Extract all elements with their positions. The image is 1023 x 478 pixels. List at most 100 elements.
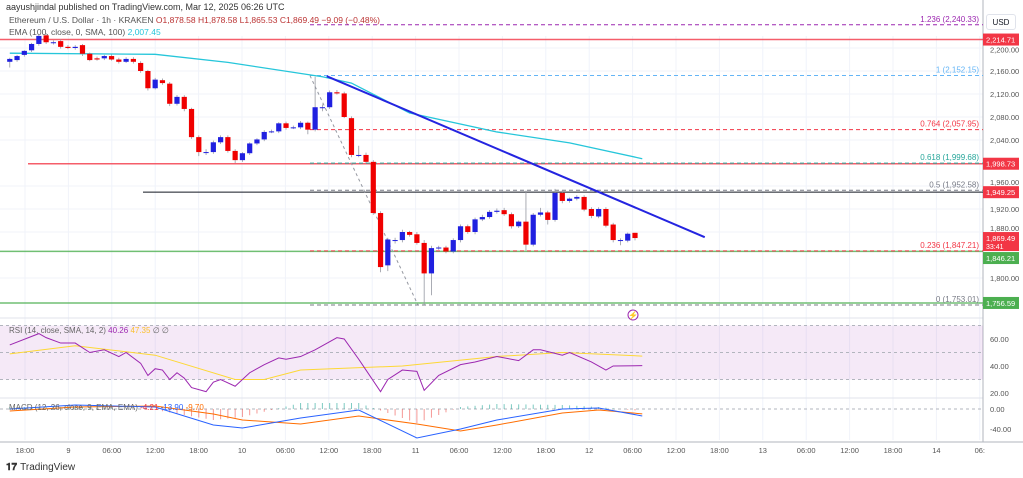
candle [632, 232, 638, 239]
fib-trend-line [309, 75, 419, 306]
macd-tick: 0.00 [990, 405, 1005, 414]
candle [487, 211, 493, 218]
macd-histogram-bar [474, 405, 476, 409]
candle [625, 233, 631, 241]
macd-histogram-bar [627, 409, 629, 410]
rsi-legend[interactable]: RSI (14, close, SMA, 14, 2) 40.26 47.35 … [9, 326, 169, 335]
low-value: L1,865.53 [239, 15, 278, 25]
candle [261, 131, 267, 140]
macd-histogram-bar [634, 409, 636, 411]
macd-histogram-bar [409, 409, 411, 421]
macd-histogram-bar [452, 409, 454, 410]
macd-legend[interactable]: MACD (12, 26, close, 9, EMA, EMA) -4.21 … [9, 403, 204, 412]
price-badge [983, 33, 1019, 46]
ema-label: EMA (100, close, 0, SMA, 100) [9, 27, 126, 37]
countdown-label: 33:41 [986, 244, 1004, 251]
price-tick: 1,960.00 [990, 178, 1019, 187]
fib-level-label: 0 (1,753.01) [936, 295, 979, 304]
macd-histogram-bar [16, 407, 18, 409]
candle [58, 41, 64, 47]
symbol-legend[interactable]: Ethereum / U.S. Dollar · 1h · KRAKEN O1,… [9, 15, 380, 25]
time-tick: 12 [585, 446, 593, 455]
candle [356, 154, 362, 156]
candle [450, 240, 456, 252]
candle [130, 58, 136, 62]
price-tick: 2,120.00 [990, 90, 1019, 99]
macd-histogram-bar [183, 409, 185, 415]
macd-histogram-bar [343, 403, 345, 409]
macd-histogram-bar [45, 407, 47, 409]
ema-line [9, 52, 643, 160]
tradingview-wordmark: TradingView [20, 462, 76, 473]
candle [116, 59, 122, 62]
macd-histogram-bar [358, 403, 360, 409]
candle [108, 56, 115, 60]
candle [508, 214, 515, 227]
macd-histogram-bar [103, 408, 105, 409]
time-tick: 12:00 [840, 446, 859, 455]
macd-histogram-bar [605, 407, 607, 409]
candle [443, 247, 449, 252]
macd-line [9, 404, 643, 439]
macd-histogram-bar [503, 404, 505, 409]
candle [516, 221, 522, 227]
price-badge [983, 186, 1019, 199]
macd-histogram-bar [481, 405, 483, 409]
macd-histogram-bar [561, 405, 563, 409]
time-tick: 06:00 [102, 446, 121, 455]
macd-histogram-bar [518, 404, 520, 409]
macd-histogram-bar [169, 409, 171, 413]
candle [167, 83, 173, 104]
tradingview-logo[interactable]: 𝟏𝟕 TradingView [6, 462, 75, 473]
candle [472, 219, 478, 232]
open-value: O1,878.58 [155, 15, 196, 25]
macd-histogram-bar [430, 409, 432, 418]
high-value: H1,878.58 [198, 15, 238, 25]
time-tick: 10 [238, 446, 246, 455]
time-tick: 06: [975, 446, 985, 455]
currency-button[interactable]: USD [986, 14, 1016, 30]
macd-histogram-bar [278, 408, 280, 409]
time-tick: 18:00 [189, 446, 208, 455]
close-value: C1,869.49 [279, 15, 320, 25]
lightning-icon [627, 309, 639, 321]
macd-hist-value: -4.21 [140, 403, 159, 412]
price-badge-label: 1,756.59 [986, 299, 1015, 308]
price-tick: 2,200.00 [990, 46, 1019, 55]
price-tick: 2,080.00 [990, 113, 1019, 122]
price-badge [983, 296, 1019, 309]
ema-legend[interactable]: EMA (100, close, 0, SMA, 100) 2,007.45 [9, 27, 161, 37]
candle [596, 209, 602, 217]
time-tick: 18:00 [710, 446, 729, 455]
macd-histogram-bar [227, 409, 229, 419]
macd-histogram-bar [336, 403, 338, 409]
candle [7, 58, 13, 62]
fib-level-label: 1 (2,152.15) [936, 66, 979, 75]
macd-histogram-bar [365, 405, 367, 409]
macd-histogram-bar [74, 407, 76, 409]
macd-histogram-bar [271, 409, 272, 410]
fib-level-label: 0.5 (1,952.58) [929, 180, 979, 189]
candle [188, 108, 195, 138]
publisher-caption: aayushjindal published on TradingView.co… [6, 2, 285, 12]
candle [457, 226, 464, 241]
symbol-name: Ethereum / U.S. Dollar · 1h · KRAKEN [9, 15, 154, 25]
candle [305, 122, 311, 130]
macd-histogram-bar [111, 408, 113, 409]
macd-histogram-bar [263, 409, 265, 412]
candle [101, 56, 107, 59]
macd-histogram-bar [67, 407, 69, 409]
candle [159, 80, 166, 84]
candle [603, 209, 609, 226]
time-tick: 12:00 [146, 446, 165, 455]
candle [72, 46, 78, 48]
candle [559, 192, 565, 201]
candle [319, 107, 325, 109]
candle [574, 196, 580, 199]
candle [36, 35, 42, 44]
time-tick: 18:00 [363, 446, 382, 455]
macd-histogram-bar [292, 404, 294, 409]
price-badge [983, 252, 1019, 265]
candle [232, 150, 238, 161]
